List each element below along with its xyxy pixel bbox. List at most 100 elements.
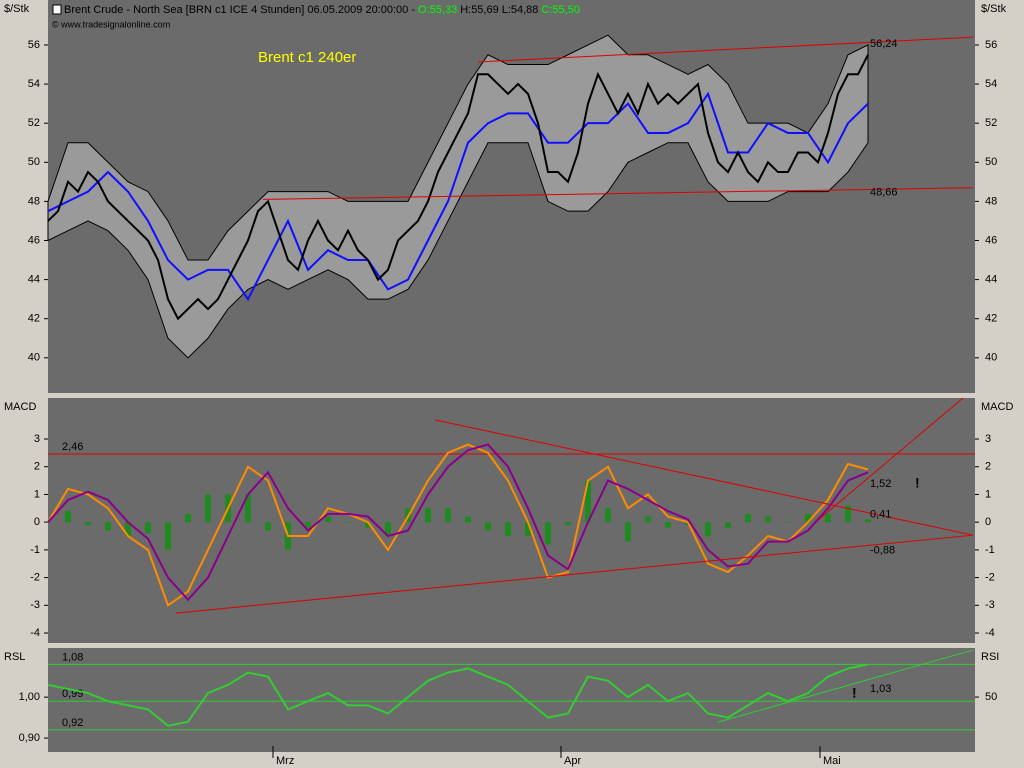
histogram-bar: [825, 513, 831, 523]
y-axis-label: RSL: [4, 651, 25, 663]
level-label: 1,08: [62, 651, 83, 663]
y-tick-label: 54: [985, 78, 997, 90]
histogram-bar: [85, 522, 91, 525]
histogram-bar: [165, 522, 171, 550]
histogram-bar: [525, 522, 531, 537]
histogram-bar: [425, 508, 431, 523]
histogram-bar: [465, 516, 471, 523]
histogram-bar: [665, 522, 671, 528]
histogram-bar: [325, 516, 331, 523]
header-title: Brent Crude - North Sea [BRN c1 ICE 4 St…: [64, 4, 418, 16]
y-tick-label: 1: [34, 488, 40, 500]
histogram-bar: [245, 494, 251, 523]
trend-line: [434, 419, 974, 536]
y-tick-label: -2: [985, 571, 995, 583]
histogram-bar: [385, 522, 391, 537]
y-tick-label: -3: [985, 599, 995, 611]
histogram-bar: [565, 522, 571, 525]
y-tick-label: -4: [985, 627, 995, 639]
histogram-bar: [745, 513, 751, 523]
header: Brent Crude - North Sea [BRN c1 ICE 4 St…: [64, 4, 580, 16]
histogram-bar: [645, 516, 651, 523]
y-tick-label: 46: [28, 234, 40, 246]
histogram-bar: [305, 522, 311, 528]
trend-line: [817, 397, 964, 521]
y-tick-label: 0,90: [19, 732, 40, 744]
trend-line: [477, 36, 974, 63]
source: © www.tradesignalonline.com: [52, 19, 170, 29]
y-tick-label: 40: [28, 352, 40, 364]
x-tick-label: Mai: [823, 755, 841, 767]
histogram-bar: [65, 511, 71, 523]
histogram-bar: [625, 522, 631, 542]
x-tick-label: Apr: [564, 755, 581, 767]
y-tick-label: -4: [30, 627, 40, 639]
y-axis-label: MACD: [981, 401, 1013, 413]
y-tick-label: -1: [30, 544, 40, 556]
histogram-bar: [605, 508, 611, 523]
histogram-bar: [785, 522, 791, 523]
y-tick-label: 0: [985, 516, 991, 528]
y-tick-label: 3: [985, 433, 991, 445]
histogram-bar: [445, 508, 451, 523]
header-close: C:55,50: [541, 4, 580, 16]
plot-bg: [48, 648, 975, 752]
y-tick-label: 0: [34, 516, 40, 528]
value-label: 56,24: [870, 38, 898, 50]
y-tick-label: 48: [28, 195, 40, 207]
histogram-bar: [765, 516, 771, 523]
header-open: O:55,33: [418, 4, 457, 16]
y-tick-label: 48: [985, 195, 997, 207]
y2-tick-label: 50: [985, 691, 997, 703]
value-label: 48,66: [870, 186, 898, 198]
histogram-bar: [345, 522, 351, 523]
level-label: 0,92: [62, 717, 83, 729]
y-tick-label: -3: [30, 599, 40, 611]
histogram-bar: [125, 522, 131, 537]
plot-bg: [48, 398, 975, 643]
y-axis-label: $/Stk: [4, 3, 30, 15]
y-axis-label: $/Stk: [981, 3, 1007, 15]
value-label: 1,52: [870, 478, 891, 490]
y-tick-label: 52: [985, 117, 997, 129]
y-tick-label: 2: [34, 461, 40, 473]
y-tick-label: 3: [34, 433, 40, 445]
header-low: L:54,88: [502, 4, 539, 16]
header-high: H:55,69: [460, 4, 499, 16]
note: !: [852, 685, 857, 701]
series-line: [47, 443, 869, 607]
y-tick-label: 46: [985, 234, 997, 246]
layer: 40 40 42 42 44 44 46 46 48 48 50 50 52 52 54 54 56 56 $/St…: [4, 3, 1013, 767]
y-axis-label: RSI: [981, 651, 999, 663]
histogram-bar: [545, 522, 551, 545]
y-tick-label: 52: [28, 117, 40, 129]
series-line: [47, 443, 869, 602]
value-label: 1,03: [870, 683, 891, 695]
histogram-bar: [485, 522, 491, 531]
histogram-bar: [845, 505, 851, 523]
y-tick-label: 50: [985, 156, 997, 168]
checkbox-icon[interactable]: [52, 4, 62, 15]
y-tick-label: 1: [985, 488, 991, 500]
x-tick-label: Mrz: [276, 755, 294, 767]
y-tick-label: 44: [985, 274, 997, 286]
histogram-bar: [365, 522, 371, 528]
trend-line: [262, 187, 974, 200]
histogram-bar: [505, 522, 511, 537]
y-tick-label: 40: [985, 352, 997, 364]
value-label: 0,41: [870, 509, 891, 521]
histogram-bar: [865, 519, 871, 523]
level-label: 2,46: [62, 441, 83, 453]
y-tick-label: 44: [28, 274, 40, 286]
series-line: [47, 54, 869, 321]
value-label: -0,88: [870, 544, 895, 556]
histogram-bar: [185, 513, 191, 523]
y-tick-label: 56: [985, 39, 997, 51]
y-tick-label: -2: [30, 571, 40, 583]
y-tick-label: -1: [985, 544, 995, 556]
y-axis-label: MACD: [4, 401, 36, 413]
y-tick-label: 1,00: [19, 691, 40, 703]
histogram-bar: [725, 522, 731, 528]
